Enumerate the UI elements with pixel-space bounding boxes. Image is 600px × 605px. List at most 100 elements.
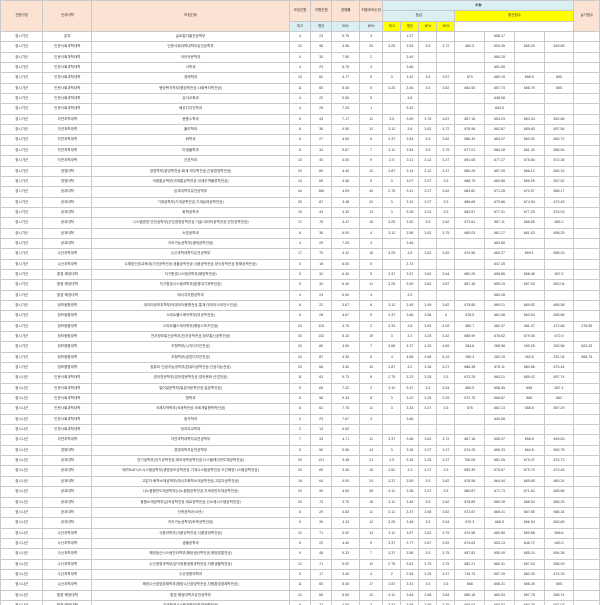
cell-grade-p80: 3.62 xyxy=(436,299,456,312)
cell-type: 정시나군 xyxy=(0,444,44,457)
cell-convert-max: 665.03 xyxy=(454,227,486,239)
cell-convert-p50: 656.25 xyxy=(513,579,545,591)
cell-quota: 10 xyxy=(288,155,312,167)
cell-convert-p50: 675.84 xyxy=(513,155,545,167)
cell-convert-max: 657.15 xyxy=(454,113,486,126)
cell-grade-p50: 3.31 xyxy=(418,206,438,219)
table-row: 정시가군 자연과학대학 간호학과 10 40 4.00 9 2.5 3.11 3.12 3.37 69… xyxy=(0,155,600,167)
cell-grade-p80: 3.75 xyxy=(436,548,456,560)
cell-convert-p80: 664.15 xyxy=(543,165,575,177)
cell-grade-p50: 3.37 xyxy=(418,186,438,198)
cell-grade-p80 xyxy=(436,31,456,43)
cell-grade-p80: 3.87 xyxy=(436,279,456,291)
cell-last-rank: 14 xyxy=(358,444,384,457)
cell-grade-max xyxy=(382,237,402,250)
cell-convert-max: 668.39 xyxy=(454,134,486,146)
cell-grade-p80: 3.27 xyxy=(436,362,456,374)
table-row: 정시나군 수산과학대학 해양생산시스템관리학부(해양생산학전공,해양경찰전공) 9 48… xyxy=(0,548,600,560)
cell-grade-p50: 3.62 xyxy=(418,248,438,260)
cell-practical xyxy=(573,248,600,260)
cell-convert-avg: 660.19 xyxy=(484,72,515,84)
cell-grade-max: 3.37 xyxy=(382,310,402,322)
cell-applicants: 60 xyxy=(310,579,333,591)
cell-convert-p50: 657.53 xyxy=(513,558,545,570)
cell-convert-p50: 659.83 xyxy=(513,124,545,136)
cell-applicants: 39 xyxy=(310,517,333,529)
cell-last-rank: 13 xyxy=(358,206,384,219)
cell-last-rank: 12 xyxy=(358,124,384,136)
cell-grade-max xyxy=(382,51,402,64)
cell-practical xyxy=(573,93,600,105)
cell-type: 정시가군 xyxy=(0,362,44,374)
cell-last-rank: 12 xyxy=(358,589,384,601)
cell-last-rank: 6 xyxy=(358,134,384,146)
cell-practical xyxy=(573,506,600,519)
cell-grade-p50: 4.66 xyxy=(418,351,438,364)
cell-type: 정시가군 xyxy=(0,341,44,353)
cell-ratio: 9.33 xyxy=(331,393,360,405)
cell-college: 공과대학 xyxy=(42,237,93,250)
cell-college: 공과대학 xyxy=(42,496,93,508)
cell-grade-max: 2.87 xyxy=(382,579,402,591)
cell-grade-p50: 3.5 xyxy=(418,579,438,591)
cell-applicants: 17 xyxy=(310,568,333,581)
col-header-last-rank: 최종후보순위 xyxy=(358,0,384,22)
cell-applicants: 87 xyxy=(310,196,333,208)
cell-grade-max xyxy=(382,103,402,115)
cell-grade-max: 3 xyxy=(382,196,402,208)
cell-unit: 나노융합반도체공학부(나노융합공학전공,차세대반도체공학전공) xyxy=(91,486,290,498)
cell-convert-avg: 656.07 xyxy=(484,434,515,446)
cell-last-rank: 6 xyxy=(358,351,384,364)
cell-ratio: 4.50 xyxy=(331,599,360,605)
cell-college: 공과대학 xyxy=(42,217,93,229)
cell-grade-avg: 3.58 xyxy=(400,548,420,560)
table-row: 정시가군 인문사회과학대학 유아교육과 4 22 5.50 5 3.8 648.58 xyxy=(0,93,600,105)
cell-convert-avg: 665.87 xyxy=(484,393,515,405)
cell-grade-p50 xyxy=(418,62,438,74)
cell-last-rank: 5 xyxy=(358,82,384,95)
cell-ratio: 4.71 xyxy=(331,434,360,446)
cell-grade-max: 3.37 xyxy=(382,434,402,446)
cell-applicants: 28 xyxy=(310,310,333,322)
cell-grade-p80: 3.62 xyxy=(436,82,456,95)
cell-convert-p80: 663.75 xyxy=(543,444,575,457)
cell-last-rank: 2 xyxy=(358,51,384,64)
cell-convert-p80 xyxy=(543,93,575,105)
cell-convert-p80: 251.04 xyxy=(543,351,575,364)
cell-ratio: 3.70 xyxy=(331,496,360,508)
cell-convert-p50: 679.05 xyxy=(513,330,545,343)
cell-practical xyxy=(573,62,600,74)
cell-last-rank: 25 xyxy=(358,41,384,53)
cell-grade-p80: 3.5 xyxy=(436,175,456,188)
cell-unit: 화학과 xyxy=(91,134,290,146)
cell-convert-max: 670.58 xyxy=(454,527,486,539)
cell-convert-p80: 472.66 xyxy=(543,320,575,333)
cell-ratio: 5.45 xyxy=(331,579,360,591)
cell-grade-p50: 3.25 xyxy=(418,455,438,467)
cell-grade-max: 3.25 xyxy=(382,41,402,53)
cell-grade-avg: 3.32 xyxy=(400,196,420,208)
cell-grade-p80: 3.75 xyxy=(436,527,456,539)
cell-unit: 공과대학자유전공학부 xyxy=(91,186,290,198)
cell-last-rank: 12 xyxy=(358,113,384,126)
cell-college: 정보융합대학 xyxy=(42,330,93,343)
cell-grade-p80 xyxy=(436,289,456,301)
cell-convert-p50 xyxy=(513,51,545,64)
cell-convert-max: 672.75 xyxy=(454,393,486,405)
table-row: 정시나군 인문사회과학대학 정치외교학과 2 13 6.50 xyxy=(0,424,600,436)
table-row: 정시나군 인문사회과학대학 영어영문학부(영어영문학전공,영어문화·산업전공) 11 6… xyxy=(0,372,600,384)
cell-grade-max: 3.12 xyxy=(382,506,402,519)
cell-convert-avg: 676.67 xyxy=(484,465,515,477)
cell-unit: 전기공학부(전기공학전공,제어계측공학전공,디스플레이반도체공학전공) xyxy=(91,455,290,467)
cell-convert-avg: 687.29 xyxy=(484,568,515,581)
cell-quota: 2 xyxy=(288,424,312,436)
cell-convert-p50: 667.85 xyxy=(513,506,545,519)
cell-unit: 조형학부(시각디자인전공) xyxy=(91,341,290,353)
cell-applicants: 23 xyxy=(310,413,333,426)
cell-ratio: 7.50 xyxy=(331,51,360,64)
cell-college: 인문사회과학대학 xyxy=(42,424,93,436)
cell-applicants: 62 xyxy=(310,403,333,415)
cell-convert-p50: 656.75 xyxy=(513,82,545,95)
cell-grade-p50: 3.25 xyxy=(418,330,438,343)
cell-grade-p50: 3.37 xyxy=(418,444,438,457)
